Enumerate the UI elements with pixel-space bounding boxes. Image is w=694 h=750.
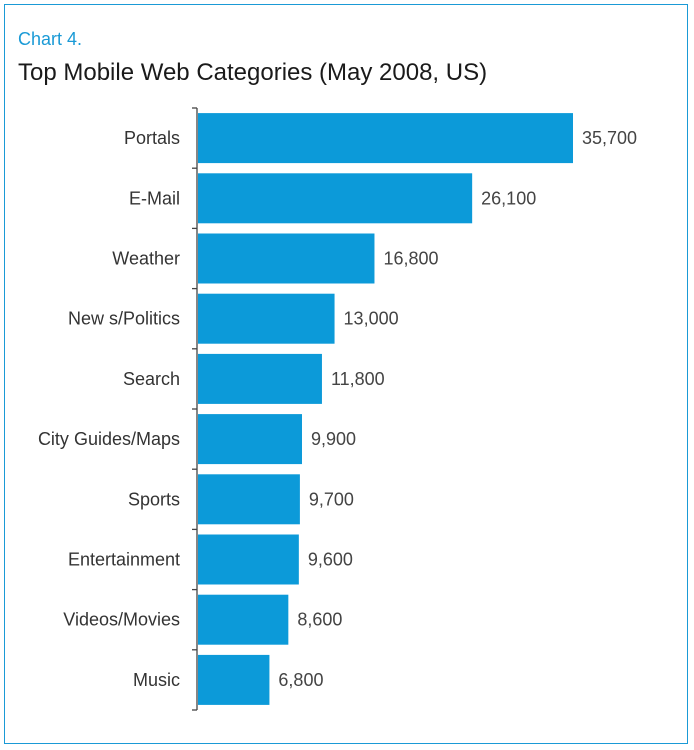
category-label-9: Music [133, 670, 180, 690]
category-label-7: Entertainment [68, 550, 180, 570]
bar-1 [198, 173, 473, 224]
bar-4 [198, 353, 322, 404]
value-label-2: 16,800 [383, 249, 438, 269]
bar-5 [198, 414, 302, 465]
value-label-1: 26,100 [481, 188, 536, 208]
value-label-3: 13,000 [344, 309, 399, 329]
chart-title: Top Mobile Web Categories (May 2008, US) [18, 59, 488, 86]
category-axis [192, 107, 198, 711]
category-label-6: Sports [128, 489, 180, 509]
value-label-8: 8,600 [297, 610, 342, 630]
bars-group [198, 113, 573, 705]
category-label-0: Portals [124, 128, 180, 148]
bar-6 [198, 474, 300, 525]
bar-2 [198, 233, 375, 284]
bar-8 [198, 594, 289, 645]
value-label-4: 11,800 [331, 369, 385, 389]
bar-7 [198, 534, 299, 585]
value-label-5: 9,900 [311, 429, 356, 449]
bar-3 [198, 293, 335, 344]
value-label-9: 6,800 [278, 670, 323, 690]
chart-frame [4, 4, 688, 744]
category-label-3: New s/Politics [68, 309, 180, 329]
category-label-2: Weather [112, 249, 180, 269]
category-label-8: Videos/Movies [63, 610, 180, 630]
category-labels: Portals E-Mail Weather New s/Politics Search… [38, 128, 180, 690]
chart-number-label: Chart 4. [18, 29, 83, 49]
bar-9 [198, 654, 270, 705]
category-label-5: City Guides/Maps [38, 429, 180, 449]
value-labels: 35,700 26,100 16,800 13,000 11,800 9,900 9,700… [278, 128, 637, 690]
value-label-7: 9,600 [308, 550, 353, 570]
value-label-0: 35,700 [582, 128, 637, 148]
value-label-6: 9,700 [309, 489, 354, 509]
category-label-1: E-Mail [129, 188, 180, 208]
category-label-4: Search [123, 369, 180, 389]
bar-0 [198, 113, 573, 164]
